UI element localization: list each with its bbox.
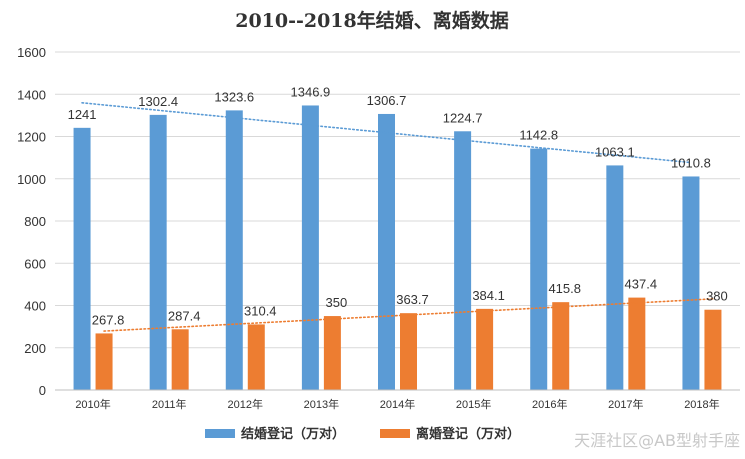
- data-label-marriage: 1063.1: [595, 144, 635, 159]
- bar-divorce: [247, 324, 265, 390]
- data-label-marriage: 1241: [68, 107, 97, 122]
- data-label-marriage: 1346.9: [291, 84, 331, 99]
- data-label-divorce: 310.4: [244, 303, 277, 318]
- data-label-divorce: 350: [326, 295, 348, 310]
- legend-label-marriage: 结婚登记（万对）: [241, 426, 345, 442]
- data-label-divorce: 267.8: [92, 312, 125, 327]
- data-label-marriage: 1224.7: [443, 110, 483, 125]
- legend-swatch-marriage: [205, 429, 235, 438]
- y-tick-label: 1600: [17, 45, 46, 60]
- x-tick-label: 2018年: [684, 397, 719, 411]
- x-tick-label: 2017年: [608, 397, 643, 411]
- y-tick-label: 200: [24, 341, 46, 356]
- data-label-marriage: 1142.8: [519, 128, 558, 143]
- data-label-marriage: 1323.6: [214, 89, 254, 104]
- data-label-marriage: 1010.8: [671, 155, 711, 170]
- y-axis: 0 200 400 600 800 1000 1200 1400 1600: [17, 45, 46, 398]
- bar-marriage: [378, 113, 395, 390]
- bar-divorce: [400, 313, 417, 390]
- data-label-divorce: 363.7: [396, 292, 429, 307]
- y-tick-label: 1200: [17, 130, 46, 145]
- bar-marriage: [225, 110, 243, 391]
- x-tick-label: 2011年: [152, 397, 187, 411]
- data-label-divorce: 287.4: [168, 308, 201, 323]
- data-label-marriage: 1306.7: [367, 93, 407, 108]
- bar-marriage: [530, 148, 548, 390]
- bar-divorce: [628, 297, 646, 390]
- trendlines: [81, 102, 714, 332]
- bar-divorce: [476, 308, 494, 390]
- y-tick-label: 600: [24, 256, 46, 271]
- bar-marriage: [606, 165, 624, 390]
- x-tick-label: 2016年: [532, 397, 567, 411]
- trendline-marriage: [81, 102, 692, 164]
- x-axis: 2010年 2011年 2012年 2013年 2014年 2015年 2016年 2017年…: [55, 389, 740, 411]
- bar-marriage: [149, 114, 167, 391]
- y-tick-label: 1400: [17, 87, 46, 102]
- bar-marriage: [682, 176, 700, 390]
- chart-title: 2010--2018年结婚、离婚数据: [235, 9, 509, 32]
- legend-label-divorce: 离婚登记（万对）: [416, 426, 520, 442]
- data-label-marriage: 1302.4: [138, 94, 178, 109]
- bar-marriage: [454, 131, 472, 391]
- x-tick-label: 2014年: [380, 397, 415, 411]
- bar-marriage: [73, 127, 91, 391]
- watermark: 天涯社区@AB型射手座: [574, 431, 740, 450]
- x-tick-label: 2015年: [456, 397, 491, 411]
- gridlines: [55, 51, 740, 391]
- x-tick-label: 2010年: [75, 397, 110, 411]
- bar-divorce: [552, 302, 570, 390]
- y-tick-label: 400: [24, 299, 46, 314]
- x-tick-label: 2013年: [304, 397, 339, 411]
- legend: 结婚登记（万对） 离婚登记（万对）: [205, 426, 520, 442]
- bar-divorce: [95, 333, 113, 390]
- bar-divorce: [323, 316, 341, 390]
- data-label-divorce: 384.1: [472, 288, 505, 303]
- x-tick-label: 2012年: [228, 397, 263, 411]
- y-tick-label: 1000: [17, 172, 46, 187]
- bar-divorce: [704, 309, 722, 390]
- data-labels: 1241 267.8 1302.4 287.4 1323.6 310.4 1346.9 350…: [68, 84, 728, 327]
- legend-swatch-divorce: [380, 429, 410, 438]
- data-label-divorce: 415.8: [548, 281, 581, 296]
- bar-marriage: [301, 105, 319, 390]
- bars: [73, 105, 722, 391]
- data-label-divorce: 380: [706, 289, 728, 304]
- y-tick-label: 800: [24, 214, 46, 229]
- y-tick-label: 0: [39, 383, 46, 398]
- bar-divorce: [171, 329, 189, 390]
- trendline-divorce: [103, 298, 714, 332]
- data-label-divorce: 437.4: [625, 277, 658, 292]
